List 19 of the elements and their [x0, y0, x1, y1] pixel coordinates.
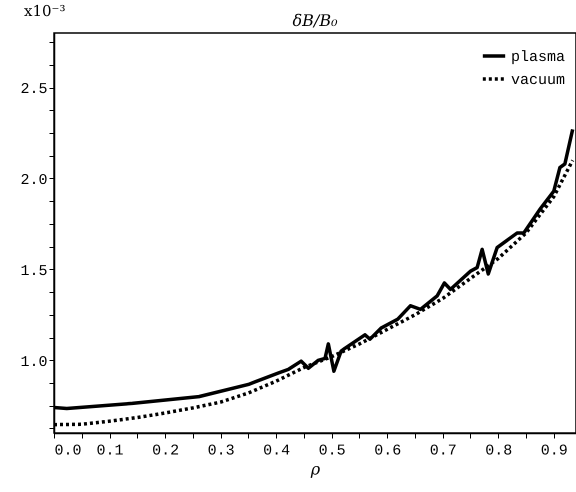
legend-label: vacuum [511, 72, 566, 89]
x-tick-label: 0.7 [430, 442, 457, 460]
x-tick-label: 0.6 [374, 442, 402, 460]
x-tick-label: 0.9 [540, 442, 568, 460]
x-axis-title: ρ [310, 460, 321, 478]
x-tick-label: 0.4 [263, 442, 290, 460]
x-tick-label: 0.8 [485, 442, 512, 460]
x-tick-label: 0.2 [152, 442, 180, 460]
y-tick-label: 1.0 [20, 354, 48, 371]
text: x10⁻³ [24, 2, 66, 20]
chart-title: δB/B₀ [292, 11, 338, 30]
x-tick-label: 0.3 [208, 442, 235, 460]
x-tick-label: 0.0 [54, 442, 82, 460]
x-tick-label: 0.5 [318, 442, 346, 460]
y-tick-label: 2.5 [20, 81, 48, 98]
y-tick-label: 2.0 [20, 172, 48, 189]
y-tick-label: 1.5 [20, 262, 48, 280]
legend-label: plasma [511, 49, 566, 66]
x-tick-label: 0.1 [96, 442, 124, 460]
